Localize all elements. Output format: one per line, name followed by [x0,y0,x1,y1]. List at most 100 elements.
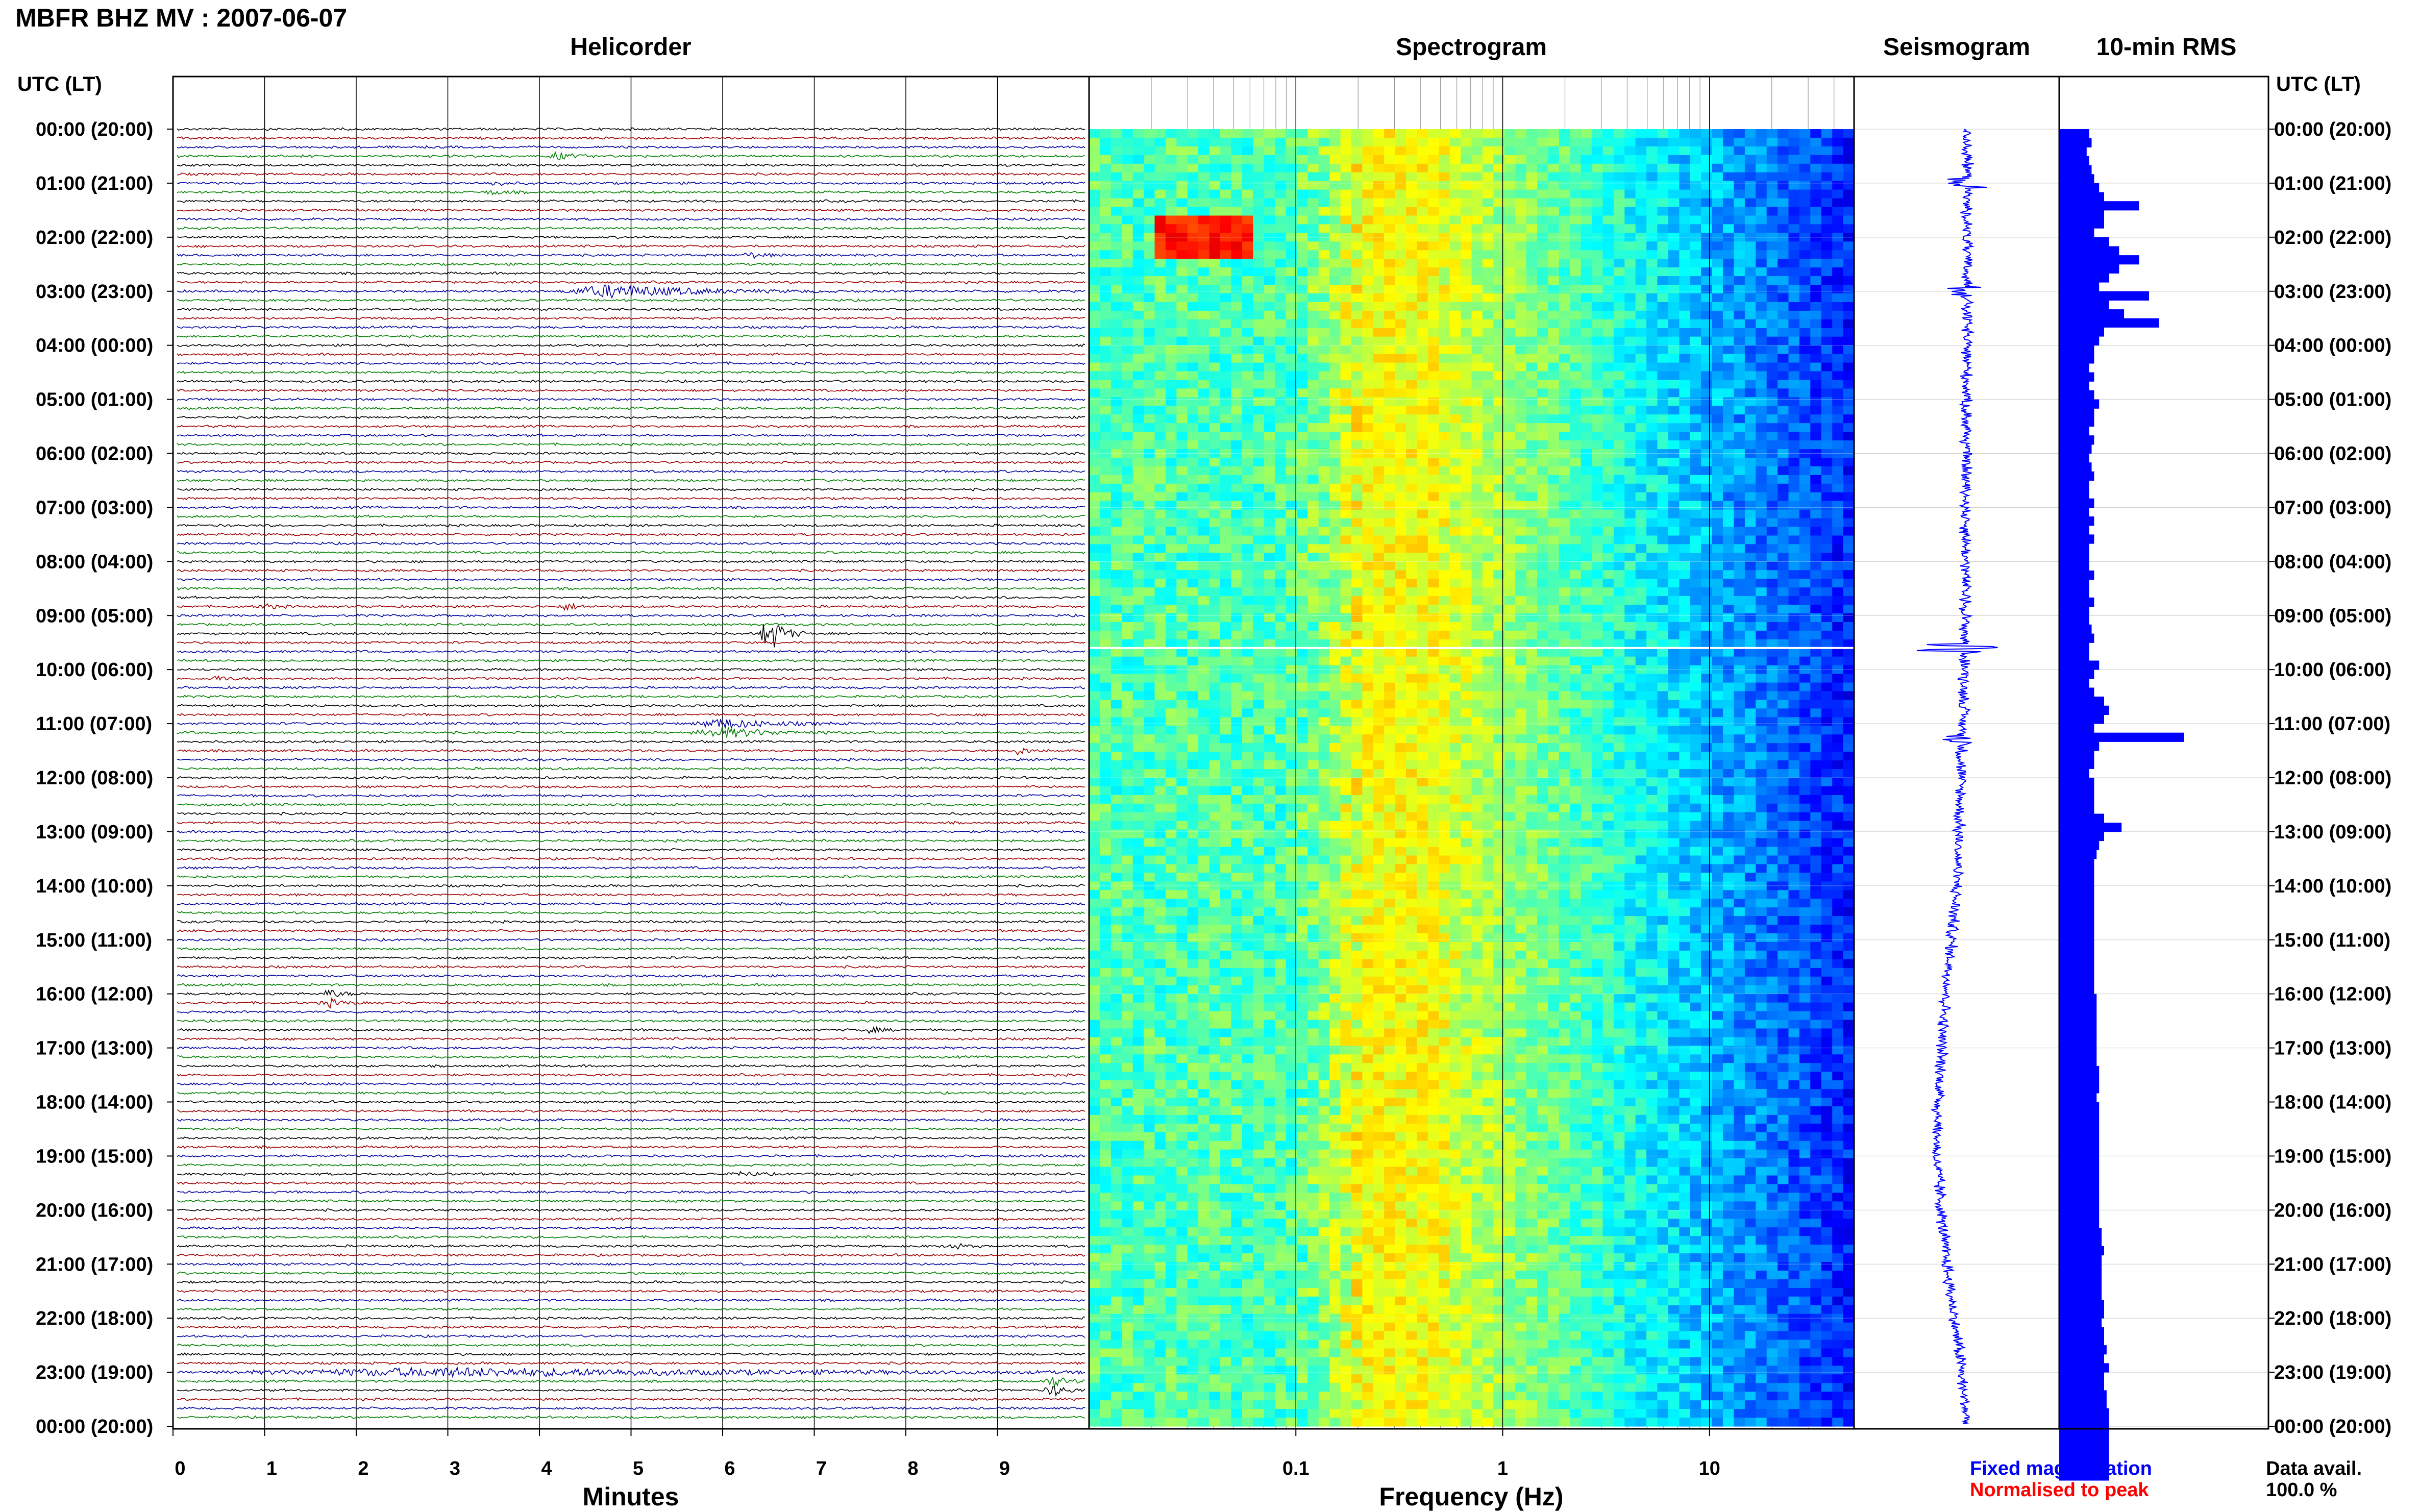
spectrogram-cell [1592,319,1603,329]
spectrogram-cell [1296,622,1308,631]
spectrogram-cell [1198,380,1210,389]
spectrogram-cell [1132,605,1144,614]
spectrogram-cell [1253,544,1265,553]
spectrogram-cell [1788,181,1800,190]
spectrogram-cell [1351,241,1363,251]
spectrogram-cell [1275,371,1286,380]
spectrogram-cell [1275,449,1286,458]
spectrogram-cell [1581,319,1592,329]
spectrogram-cell [1602,492,1614,502]
spectrogram-cell [1679,509,1691,519]
spectrogram-cell [1744,665,1756,675]
spectrogram-cell [1449,155,1461,164]
spectrogram-cell [1340,172,1352,182]
spectrogram-cell [1635,691,1647,700]
spectrogram-cell [1318,475,1330,484]
spectrogram-cell [1264,423,1275,432]
spectrogram-cell [1110,613,1122,623]
spectrogram-cell [1843,440,1855,450]
spectrogram-cell [1690,328,1701,337]
helicorder-trace-line [177,1055,1085,1059]
spectrogram-cell [1548,388,1560,398]
spectrogram-cell [1756,682,1767,692]
helicorder-trace-line [177,785,1085,789]
helicorder-trace-line [177,1181,1085,1185]
spectrogram-cell [1198,605,1210,614]
spectrogram-cell [1810,613,1822,623]
spectrogram-cell [1417,233,1428,242]
spectrogram-cell [1187,224,1199,233]
spectrogram-cell [1493,129,1505,138]
spectrogram-cell [1723,492,1734,502]
spectrogram-cell [1406,414,1417,424]
spectrogram-cell [1657,198,1669,208]
spectrogram-cell [1515,700,1527,709]
spectrogram-cell [1264,241,1275,251]
spectrogram-cell [1810,501,1822,510]
spectrogram-cell [1788,224,1800,233]
spectrogram-cell [1734,189,1745,199]
spectrogram-cell [1493,371,1505,380]
spectrogram-cell [1362,648,1374,657]
spectrogram-cell [1788,388,1800,398]
spectrogram-cell [1635,129,1647,138]
helicorder-trace-line [177,1019,1085,1023]
spectrogram-cell [1668,267,1680,277]
spectrogram-cell [1526,207,1538,216]
spectrogram-cell [1537,674,1548,683]
spectrogram-cell [1635,449,1647,458]
spectrogram-cell [1406,587,1417,597]
spectrogram-cell [1198,354,1210,363]
spectrogram-cell [1286,475,1297,484]
spectrogram-cell [1635,146,1647,156]
spectrogram-cell [1504,492,1516,502]
spectrogram-cell [1449,648,1461,657]
spectrogram-cell [1657,146,1669,156]
spectrogram-cell [1264,380,1275,389]
spectrogram-cell [1100,509,1112,519]
spectrogram-cell [1439,648,1450,657]
spectrogram-cell [1187,310,1199,320]
spectrogram-cell [1187,708,1199,717]
spectrogram-cell [1493,656,1505,666]
spectrogram-cell [1165,691,1177,700]
spectrogram-cell [1493,336,1505,346]
spectrogram-cell [1275,198,1286,208]
spectrogram-cell [1624,146,1636,156]
spectrogram-cell [1515,336,1527,346]
spectrogram-cell [1701,717,1713,726]
spectrogram-cell [1449,561,1461,571]
spectrogram-cell [1799,163,1811,173]
spectrogram-cell [1778,691,1789,700]
spectrogram-cell [1122,302,1133,311]
spectrogram-cell [1526,639,1538,649]
spectrogram-cell [1734,233,1745,242]
spectrogram-cell [1132,276,1144,285]
spectrogram-cell [1089,207,1100,216]
spectrogram-cell [1220,570,1231,579]
spectrogram-cell [1417,207,1428,216]
spectrogram-cell [1362,241,1374,251]
spectrogram-cell [1264,475,1275,484]
spectrogram-cell [1504,371,1516,380]
spectrogram-cell [1187,146,1199,156]
spectrogram-cell [1799,458,1811,467]
spectrogram-cell [1307,250,1319,259]
spectrogram-cell [1624,336,1636,346]
spectrogram-cell [1635,648,1647,657]
helicorder-trace-line [177,956,1085,960]
spectrogram-cell [1471,267,1483,277]
spectrogram-cell [1734,362,1745,372]
spectrogram-cell [1286,336,1297,346]
spectrogram-cell [1602,336,1614,346]
spectrogram-cell [1493,535,1505,544]
spectrogram-cell [1122,432,1133,441]
spectrogram-cell [1635,432,1647,441]
spectrogram-cell [1427,440,1439,450]
spectrogram-cell [1482,656,1494,666]
spectrogram-cell [1493,181,1505,190]
spectrogram-cell [1668,181,1680,190]
spectrogram-cell [1679,700,1691,709]
spectrogram-cell [1187,656,1199,666]
spectrogram-cell [1788,328,1800,337]
